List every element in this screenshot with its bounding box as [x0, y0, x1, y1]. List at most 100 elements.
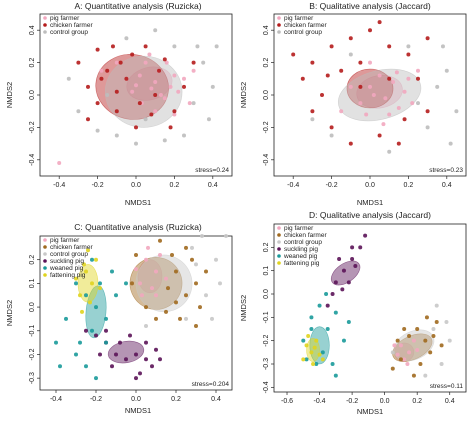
point-chicken-farmer: [431, 334, 436, 338]
point-pig-farmer: [402, 89, 407, 94]
stress-label: stress=0.23: [429, 167, 463, 174]
legend-entry: chicken farmer: [284, 22, 327, 29]
y-axis-label: NMDS2: [239, 295, 248, 321]
point-control-group: [153, 28, 158, 33]
point-chicken-farmer: [416, 76, 420, 81]
x-tick-label: -0.4: [314, 398, 326, 405]
legend-entry: fattening pig: [284, 260, 320, 267]
point-suckling-pig: [353, 264, 358, 268]
point-pig-farmer: [158, 93, 163, 97]
y-tick-label: 0.2: [29, 255, 36, 265]
y-tick-label: -0.1: [29, 325, 36, 337]
point-suckling-pig: [110, 364, 114, 369]
point-fattening-pig: [82, 262, 86, 267]
y-tick-label: 0.2: [263, 58, 270, 68]
point-weaned-pig: [84, 364, 88, 369]
point-chicken-farmer: [134, 252, 138, 257]
y-tick-label: -0.3: [263, 358, 270, 370]
ellipse-fattening-pig: [306, 338, 320, 362]
y-tick-label: 0.0: [29, 90, 36, 100]
ellipse-control-group: [135, 254, 193, 313]
point-pig-farmer: [394, 70, 399, 75]
point-weaned-pig: [104, 340, 108, 345]
point-control-group: [172, 44, 177, 49]
point-control-group: [144, 324, 148, 329]
point-pig-farmer: [406, 76, 411, 81]
point-chicken-farmer: [153, 93, 158, 97]
point-chicken-farmer: [348, 141, 353, 146]
x-tick-label: -0.4: [50, 396, 62, 403]
stress-label: stress=0.24: [195, 167, 229, 174]
point-weaned-pig: [98, 281, 102, 286]
point-suckling-pig: [341, 268, 346, 273]
x-tick-label: 0.2: [171, 396, 181, 403]
point-pig-farmer: [416, 68, 420, 73]
point-pig-farmer: [395, 352, 400, 357]
point-control-group: [425, 125, 430, 130]
point-control-group: [210, 84, 215, 89]
x-tick-label: -0.2: [90, 396, 102, 403]
point-pig-farmer: [402, 357, 407, 362]
point-suckling-pig: [154, 347, 158, 352]
point-control-group: [447, 338, 452, 343]
point-weaned-pig: [314, 362, 319, 366]
point-chicken-farmer: [182, 84, 186, 89]
point-control-group: [218, 281, 222, 286]
point-chicken-farmer: [395, 338, 400, 343]
point-pig-farmer: [396, 105, 401, 110]
point-control-group: [214, 44, 219, 49]
panel-title: B: Qualitative analysis (Jaccard): [309, 1, 431, 11]
point-control-group: [423, 373, 428, 378]
point-chicken-farmer: [114, 89, 119, 94]
point-pig-farmer: [150, 286, 154, 291]
point-pig-farmer: [57, 161, 62, 166]
panel-title: C: Quantitative analysis (Ruzicka): [74, 222, 202, 232]
point-control-group: [435, 84, 440, 89]
point-pig-farmer: [162, 96, 167, 101]
point-suckling-pig: [333, 280, 338, 285]
point-chicken-farmer: [194, 324, 198, 329]
point-chicken-farmer: [339, 68, 344, 73]
point-chicken-farmer: [377, 133, 382, 138]
point-pig-farmer: [387, 112, 392, 117]
point-suckling-pig: [118, 340, 122, 345]
point-control-group: [224, 234, 228, 238]
point-fattening-pig: [304, 343, 309, 348]
y-axis-label: NMDS2: [239, 82, 248, 108]
legend-marker: [277, 247, 281, 251]
point-pig-farmer: [144, 257, 148, 262]
point-chicken-farmer: [396, 141, 401, 146]
point-suckling-pig: [350, 245, 355, 250]
point-pig-farmer: [411, 338, 416, 343]
point-chicken-farmer: [402, 117, 407, 122]
ellipse-chicken-farmer: [95, 54, 169, 120]
point-suckling-pig: [330, 292, 335, 296]
legend-marker: [43, 30, 47, 34]
point-control-group: [76, 109, 81, 114]
y-tick-label: 0.4: [29, 25, 36, 35]
point-control-group: [439, 362, 444, 366]
point-chicken-farmer: [390, 366, 395, 371]
point-control-group: [444, 320, 449, 324]
point-pig-farmer: [172, 112, 177, 117]
point-suckling-pig: [340, 287, 345, 292]
point-suckling-pig: [346, 280, 351, 285]
point-chicken-farmer: [358, 84, 363, 89]
point-control-group: [162, 138, 167, 143]
panel-title: D: Qualitative analysis (Jaccard): [309, 210, 431, 220]
legend-entry: suckling pig: [284, 246, 318, 253]
point-pig-farmer: [134, 83, 138, 88]
point-control-group: [201, 60, 206, 65]
y-tick-label: 0.4: [263, 25, 270, 35]
legend-marker: [277, 23, 281, 27]
y-tick-label: -0.2: [29, 121, 36, 133]
point-pig-farmer: [138, 281, 142, 286]
point-suckling-pig: [134, 376, 138, 381]
point-chicken-farmer: [168, 125, 173, 130]
point-chicken-farmer: [194, 281, 198, 286]
point-suckling-pig: [363, 233, 368, 238]
point-control-group: [348, 52, 353, 57]
point-chicken-farmer: [407, 334, 412, 338]
